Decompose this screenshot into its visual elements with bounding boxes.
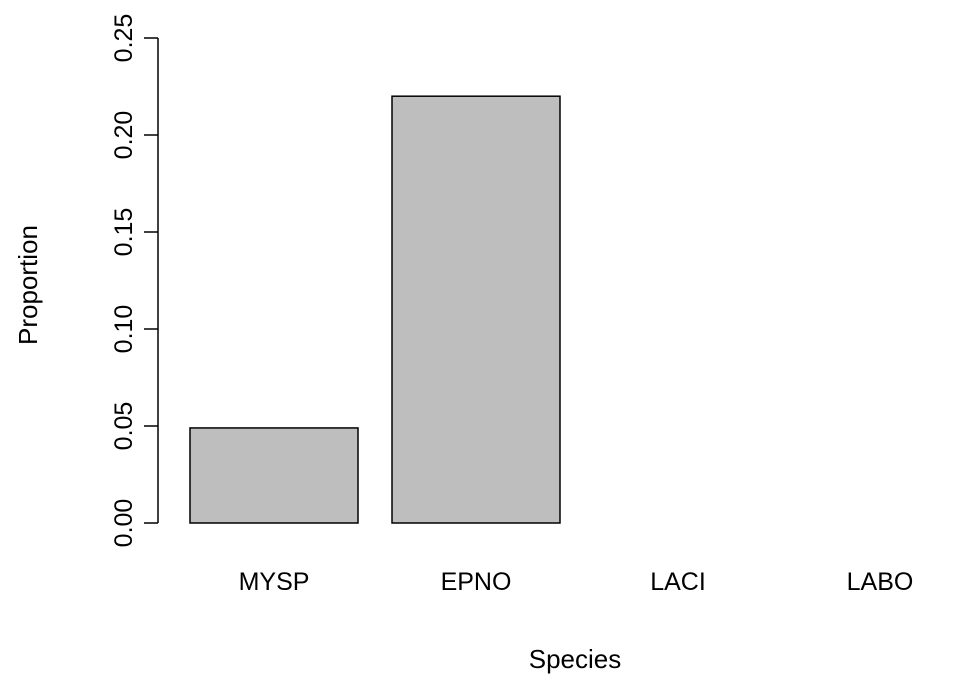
x-axis-title: Species — [529, 644, 622, 674]
bar-mysp — [189, 427, 359, 524]
bars — [189, 95, 561, 524]
x-category-label: LABO — [847, 568, 914, 596]
x-category-labels: MYSP EPNO LACI LABO — [239, 568, 914, 596]
y-tick-label: 0.00 — [110, 499, 138, 548]
y-axis-title: Proportion — [13, 225, 43, 345]
x-category-label: MYSP — [239, 568, 310, 596]
y-tick-label: 0.05 — [110, 402, 138, 451]
y-tick-label: 0.15 — [110, 208, 138, 257]
bar-epno — [391, 95, 561, 524]
x-category-label: EPNO — [441, 568, 512, 596]
y-axis: 0.00 0.05 0.10 0.15 0.20 0.25 — [110, 14, 159, 548]
x-category-label: LACI — [650, 568, 706, 596]
y-tick-label: 0.10 — [110, 305, 138, 354]
y-tick-label: 0.20 — [110, 111, 138, 160]
y-tick-label: 0.25 — [110, 14, 138, 63]
